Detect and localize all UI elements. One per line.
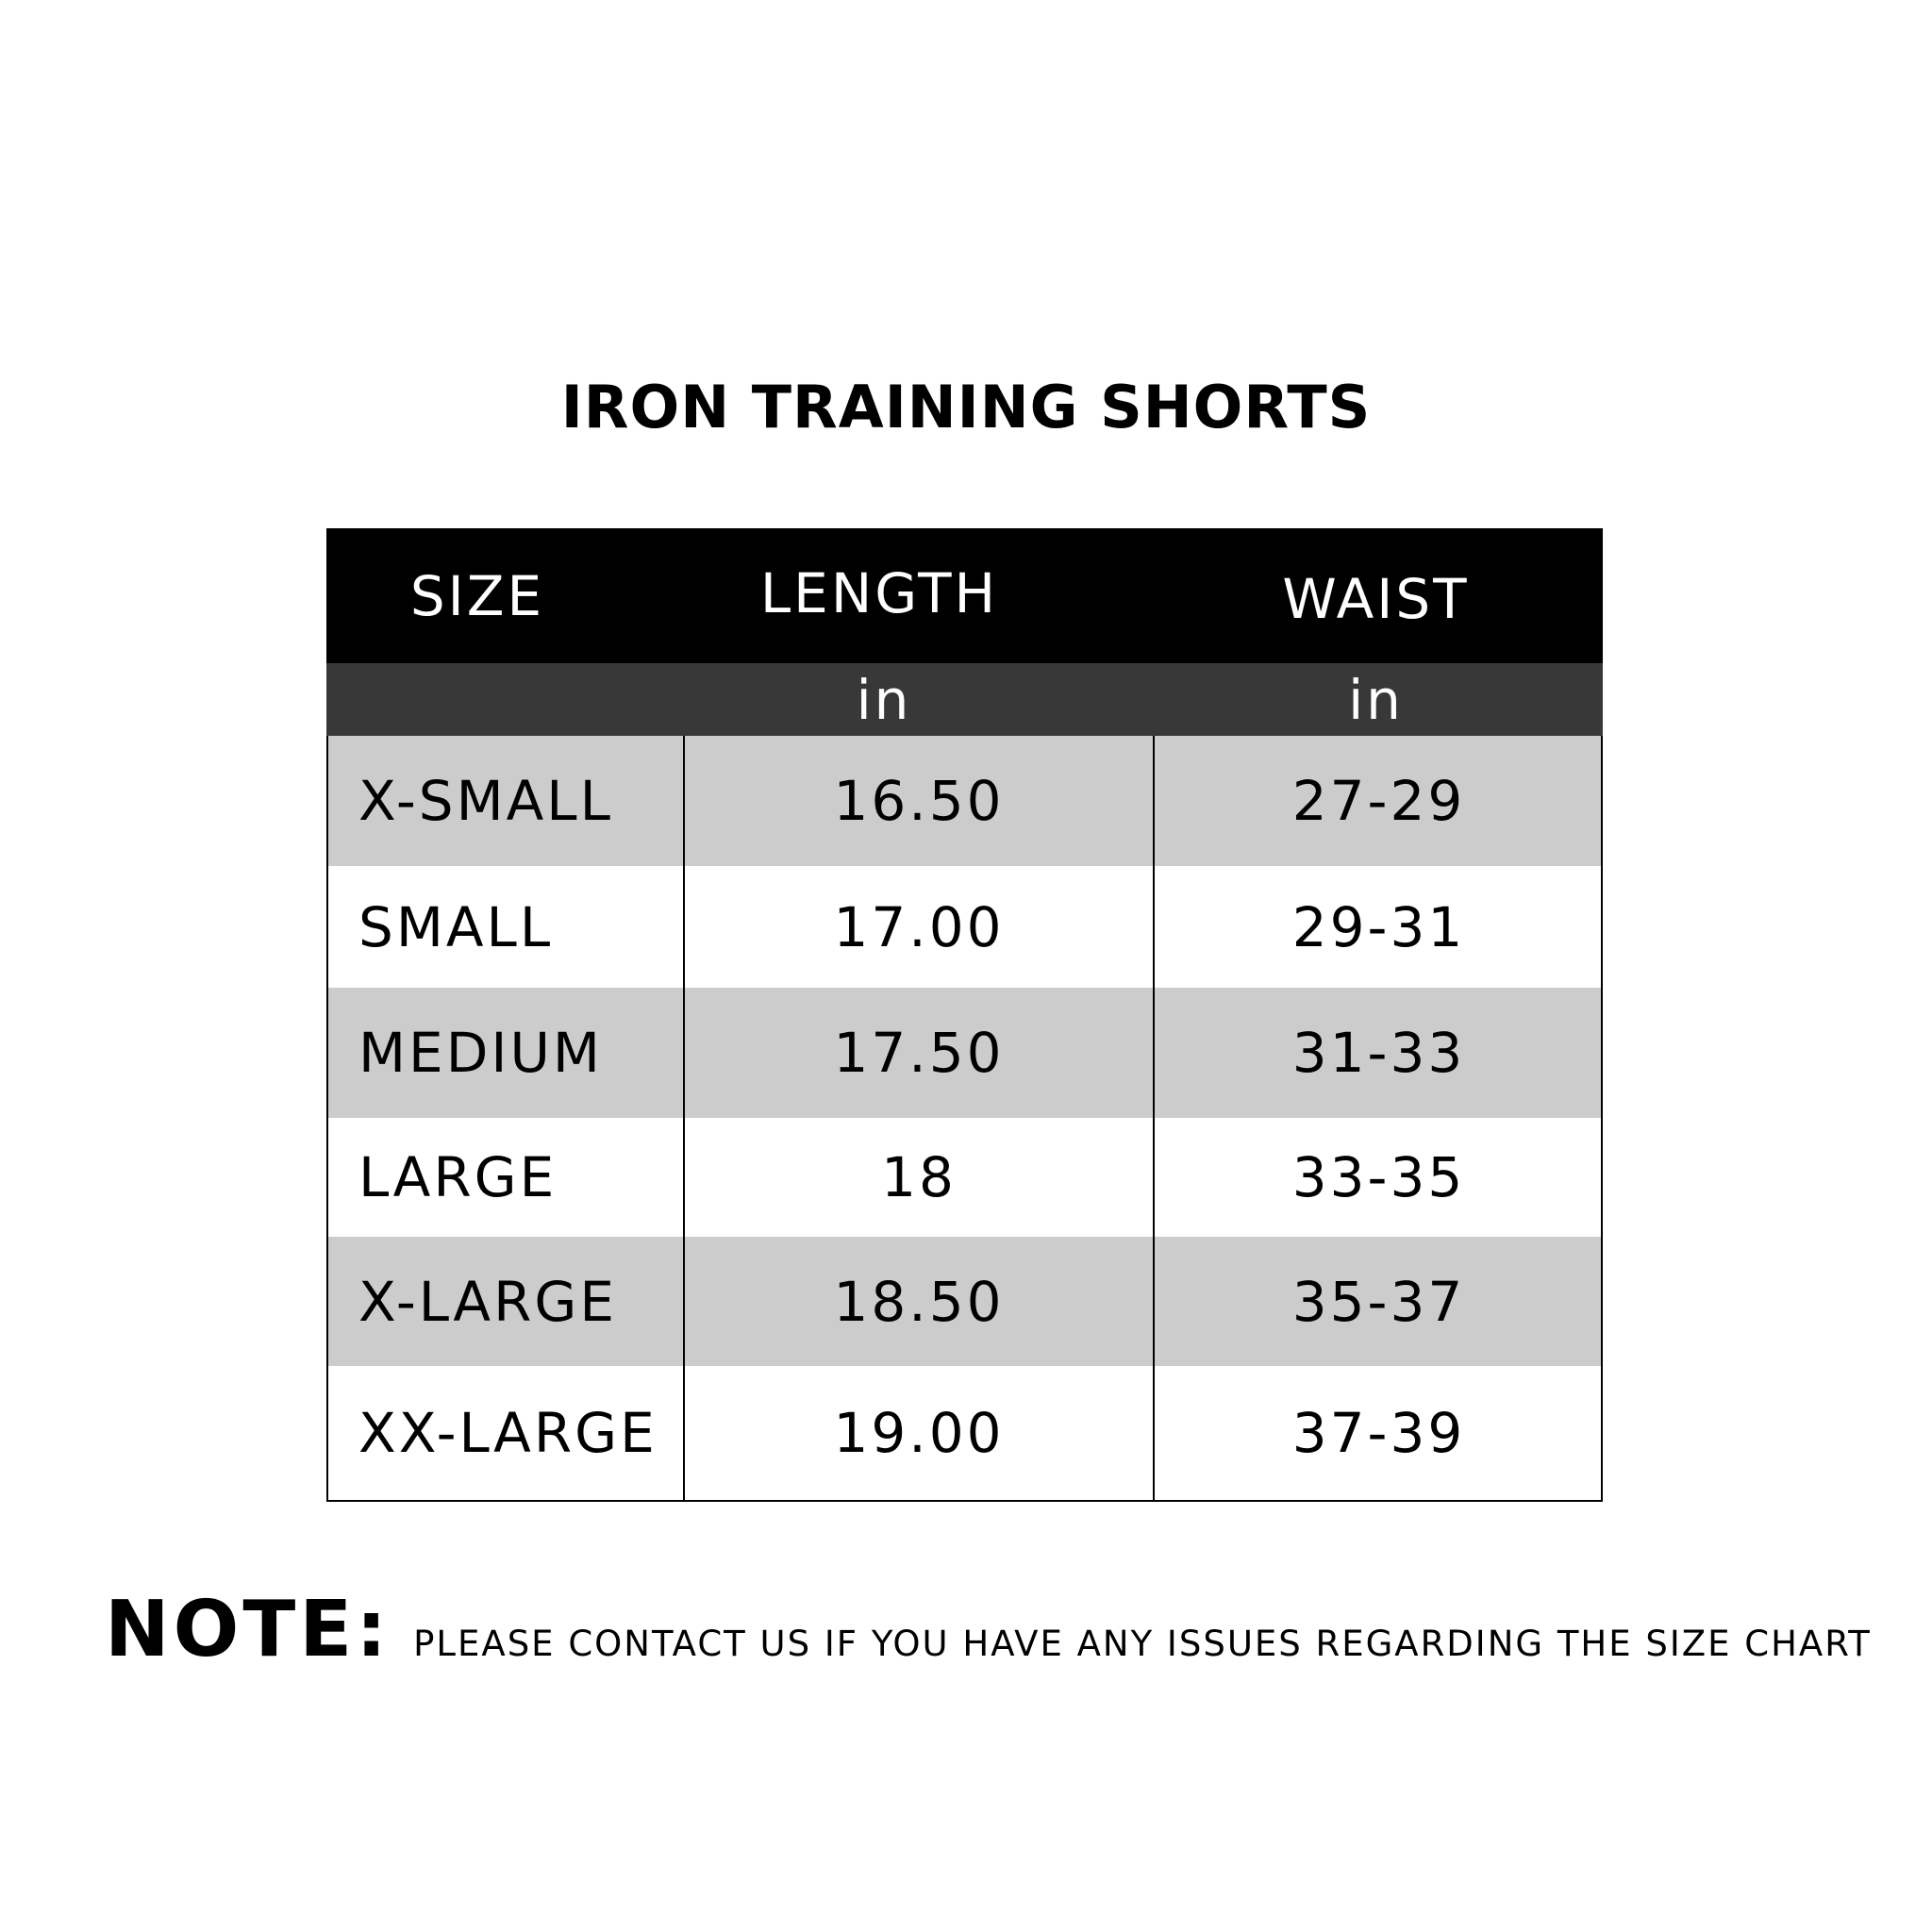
size-cell: XX-LARGE: [358, 1401, 658, 1465]
header-size: SIZE: [409, 563, 545, 628]
length-cell: 17.00: [683, 866, 1153, 988]
size-chart-table: SIZE LENGTH WAIST in in X-SMALL 16.50 27-2…: [326, 528, 1603, 1502]
size-cell: MEDIUM: [358, 1021, 603, 1085]
waist-cell: 33-35: [1153, 1118, 1603, 1237]
note: NOTE: PLEASE CONTACT US IF YOU HAVE ANY …: [105, 1585, 1872, 1674]
waist-cell: 35-37: [1153, 1237, 1603, 1366]
length-cell: 17.50: [683, 988, 1153, 1118]
waist-cell: 37-39: [1153, 1366, 1603, 1500]
unit-waist: in: [1348, 667, 1404, 732]
page-title: IRON TRAINING SHORTS: [560, 373, 1372, 441]
table-row: X-SMALL 16.50 27-29: [326, 736, 1603, 866]
waist-cell: 29-31: [1153, 866, 1603, 988]
table-row: X-LARGE 18.50 35-37: [326, 1237, 1603, 1366]
table-header-row: SIZE LENGTH WAIST: [326, 528, 1603, 663]
header-waist: WAIST: [1282, 566, 1470, 631]
length-cell: 19.00: [683, 1366, 1153, 1500]
size-cell: X-SMALL: [358, 769, 613, 833]
length-cell: 18.50: [683, 1237, 1153, 1366]
table-row: SMALL 17.00 29-31: [326, 866, 1603, 988]
size-cell: SMALL: [358, 894, 554, 959]
size-cell: LARGE: [358, 1145, 558, 1209]
note-text: PLEASE CONTACT US IF YOU HAVE ANY ISSUES…: [413, 1624, 1872, 1664]
waist-cell: 27-29: [1153, 736, 1603, 866]
waist-cell: 31-33: [1153, 988, 1603, 1118]
header-length: LENGTH: [759, 560, 999, 625]
table-row: MEDIUM 17.50 31-33: [326, 988, 1603, 1118]
size-cell: X-LARGE: [358, 1269, 617, 1334]
note-label: NOTE:: [105, 1585, 391, 1674]
unit-length: in: [856, 667, 912, 732]
length-cell: 18: [683, 1118, 1153, 1237]
table-row: LARGE 18 33-35: [326, 1118, 1603, 1237]
unit-size: [326, 663, 628, 736]
units-row: in in: [326, 663, 1603, 736]
table-row: XX-LARGE 19.00 37-39: [326, 1366, 1603, 1502]
length-cell: 16.50: [683, 736, 1153, 866]
